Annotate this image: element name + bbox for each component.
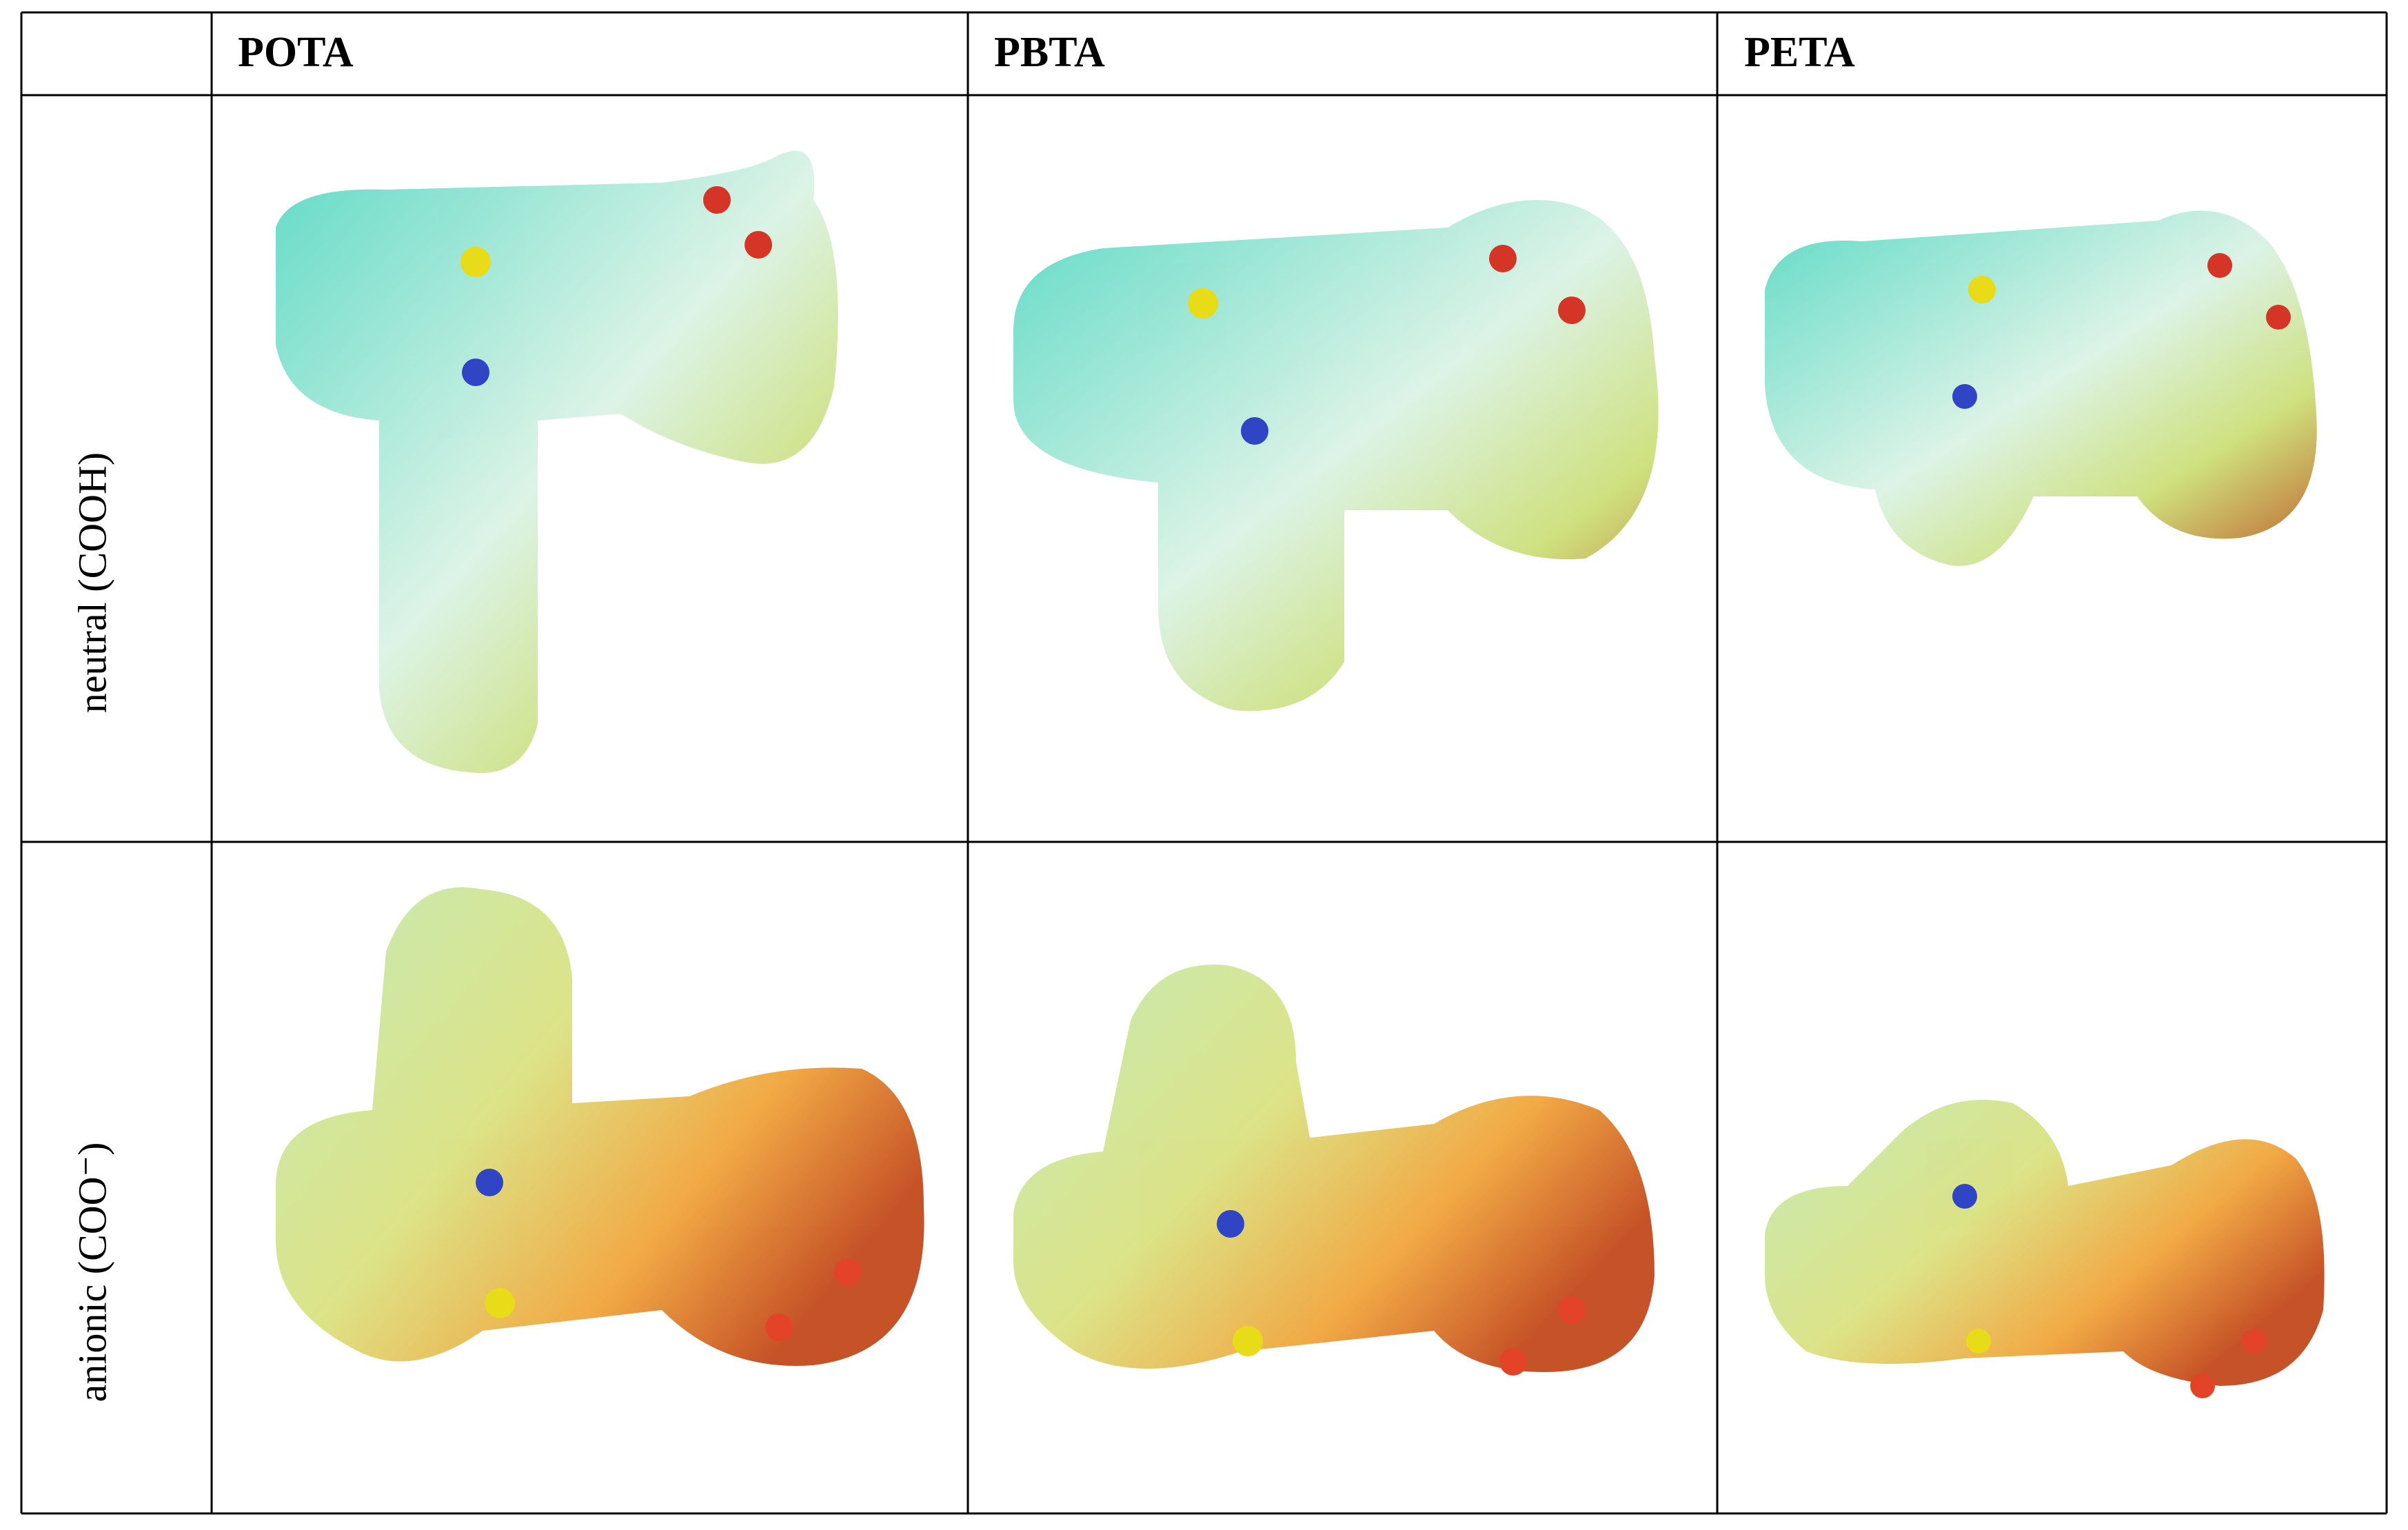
column-header: PETA [1744, 29, 1855, 76]
row-label: anionic (COO⁻) [70, 1143, 114, 1402]
potential-surface [1765, 210, 2317, 566]
row-label: neutral (COOH) [70, 452, 114, 714]
potential-surface [276, 150, 838, 774]
column-header: POTA [238, 29, 354, 76]
potential-surface [1013, 200, 1659, 712]
table-borders [20, 11, 2388, 1515]
potential-surface [1013, 965, 1655, 1372]
column-header: PBTA [994, 29, 1105, 76]
potential-surface [276, 887, 924, 1366]
molecule-images [276, 150, 2325, 1398]
atoms [461, 186, 2291, 1398]
potential-surface [1765, 1100, 2325, 1386]
